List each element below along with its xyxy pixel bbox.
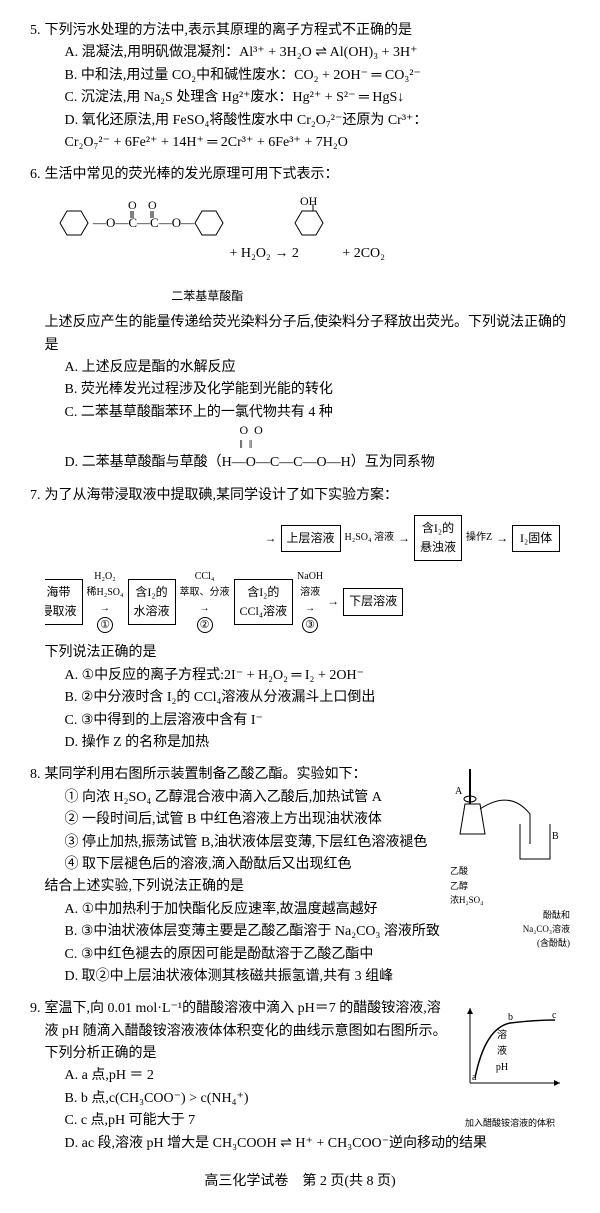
q5-opt-b: B. 中和法,用过量 CO₂中和碱性废水：CO₂ + 2OH⁻ ═ CO₃²⁻ <box>65 65 571 87</box>
q6-post: 上述反应产生的能量传递给荧光染料分子后,使染料分子释放出荧光。下列说法正确的是 <box>45 312 571 357</box>
q7-pre: 下列说法正确的是 <box>45 642 571 664</box>
svg-text:A: A <box>455 786 463 797</box>
q9-opt-d: D. ac 段,溶液 pH 增大是 CH₃COOH ⇌ H⁺ + CH₃COO⁻… <box>65 1133 571 1155</box>
q7-flowchart-main: 海带 浸取液 H₂O₂ 稀H₂SO₄→① 含I₂的 水溶液 CCl₄ 萃取、分液… <box>45 569 571 634</box>
q6-opt-d: D. 二苯基草酸酯与草酸（H—O—C—C—O—H）互为同系物 <box>65 452 571 474</box>
q7-num: 7. <box>30 485 41 507</box>
question-9: 9. a b c 溶 液 pH 加入醋酸铵溶液的体积 室温下,向 0.01 mo… <box>30 998 570 1155</box>
question-5: 5. 下列污水处理的方法中,表示其原理的离子方程式不正确的是 A. 混凝法,用明… <box>30 20 570 154</box>
flow-box-2: 含I₂的 水溶液 <box>128 579 176 625</box>
q7-flowchart: →上层溶液 H₂SO₄ 溶液→ 含I₂的 悬浊液 操作Z→ I₂固体 <box>45 515 571 561</box>
page-footer: 高三化学试卷 第 2 页(共 8 页) <box>30 1171 570 1193</box>
flow-box-lower: 下层溶液 <box>343 588 403 615</box>
q5-opt-d: D. 氧化还原法,用 FeSO₄将酸性废水中 Cr₂O₇²⁻还原为 Cr³⁺： <box>65 110 571 132</box>
q8-num: 8. <box>30 764 41 786</box>
q6-reaction: —O—C—C—O— OO OH + H₂O₂ → 2 + 2CO₂ 二苯基草酸酯 <box>45 193 571 307</box>
flow-box-susp: 含I₂的 悬浊液 <box>414 515 462 561</box>
flow-box-3: 含I₂的 CCl₄溶液 <box>234 579 294 625</box>
q6-opt-a: A. 上述反应是酯的水解反应 <box>65 357 571 379</box>
question-7: 7. 为了从海带浸取液中提取碘,某同学设计了如下实验方案： →上层溶液 H₂SO… <box>30 485 570 755</box>
flow-arrow-2: CCl₄ 萃取、分液 <box>180 571 230 598</box>
q5-num: 5. <box>30 20 41 42</box>
q9-graph: a b c 溶 液 pH 加入醋酸铵溶液的体积 <box>450 998 570 1130</box>
reaction-end: + 2CO₂ <box>342 246 385 261</box>
apparatus-diagram: A B <box>450 764 570 864</box>
flow-box-upper: 上层溶液 <box>281 525 341 552</box>
q7-opt-c: C. ③中得到的上层溶液中含有 I⁻ <box>65 710 571 732</box>
question-8: 8. A B 乙酸 乙醇 浓H₂SO₄ 酚酞和 Na₂CO₃溶液 (含酚酞) 某… <box>30 764 570 988</box>
reaction-diagram: —O—C—C—O— OO OH <box>45 193 405 243</box>
flow-arrow-3: NaOH 溶液 <box>297 571 323 598</box>
svg-text:OH: OH <box>300 194 318 208</box>
flow-arrow-5: 操作Z <box>466 530 492 546</box>
reaction-label: 二苯基草酸酯 <box>45 287 571 306</box>
svg-text:O: O <box>148 198 157 212</box>
q6-stem: 生活中常见的荧光棒的发光原理可用下式表示： <box>45 164 571 186</box>
q8-figure: A B 乙酸 乙醇 浓H₂SO₄ 酚酞和 Na₂CO₃溶液 (含酚酞) <box>450 764 570 950</box>
flow-box-solid: I₂固体 <box>512 525 560 552</box>
svg-text:O: O <box>128 198 137 212</box>
q8-opt-d: D. 取②中上层油状液体测其核磁共振氢谱,共有 3 组峰 <box>65 966 571 988</box>
flow-box-1: 海带 浸取液 <box>45 579 83 625</box>
graph-ylabel: 溶 液 pH <box>442 1028 562 1076</box>
q6-opt-d-bond: ‖ ‖ <box>65 438 571 452</box>
svg-text:—O—C—C—O—: —O—C—C—O— <box>92 215 195 230</box>
q5-opt-a: A. 混凝法,用明矾做混凝剂：Al³⁺ + 3H₂O ⇌ Al(OH)₃ + 3… <box>65 42 571 64</box>
q7-stem: 为了从海带浸取液中提取碘,某同学设计了如下实验方案： <box>45 485 571 507</box>
flow-arrow-1: H₂O₂ 稀H₂SO₄ <box>87 571 124 598</box>
q6-num: 6. <box>30 164 41 186</box>
graph-xlabel: 加入醋酸铵溶液的体积 <box>450 1116 570 1130</box>
q6-opt-b: B. 荧光棒发光过程涉及化学能到光能的转化 <box>65 379 571 401</box>
q5-opt-d2: Cr₂O₇²⁻ + 6Fe²⁺ + 14H⁺ ═ 2Cr³⁺ + 6Fe³⁺ +… <box>65 132 571 154</box>
q7-opt-d: D. 操作 Z 的名称是加热 <box>65 732 571 754</box>
reaction-plus: + H₂O₂ → 2 <box>229 246 298 261</box>
svg-text:B: B <box>552 831 559 842</box>
q5-stem: 下列污水处理的方法中,表示其原理的离子方程式不正确的是 <box>45 20 571 42</box>
q6-opt-c: C. 二苯基草酸酯苯环上的一氯代物共有 4 种 <box>65 402 571 424</box>
q7-opt-a: A. ①中反应的离子方程式:2I⁻ + H₂O₂ ═ I₂ + 2OH⁻ <box>65 665 571 687</box>
flow-arrow-4: H₂SO₄ 溶液 <box>345 530 394 546</box>
svg-text:c: c <box>552 1010 557 1021</box>
svg-text:b: b <box>508 1012 513 1023</box>
q6-opt-d-oo: O O <box>65 424 571 438</box>
q9-num: 9. <box>30 998 41 1020</box>
q7-opt-b: B. ②中分液时含 I₂的 CCl₄溶液从分液漏斗上口倒出 <box>65 687 571 709</box>
q5-opt-c: C. 沉淀法,用 Na₂S 处理含 Hg²⁺废水：Hg²⁺ + S²⁻ ═ Hg… <box>65 87 571 109</box>
question-6: 6. 生活中常见的荧光棒的发光原理可用下式表示： —O—C—C—O— OO OH… <box>30 164 570 474</box>
